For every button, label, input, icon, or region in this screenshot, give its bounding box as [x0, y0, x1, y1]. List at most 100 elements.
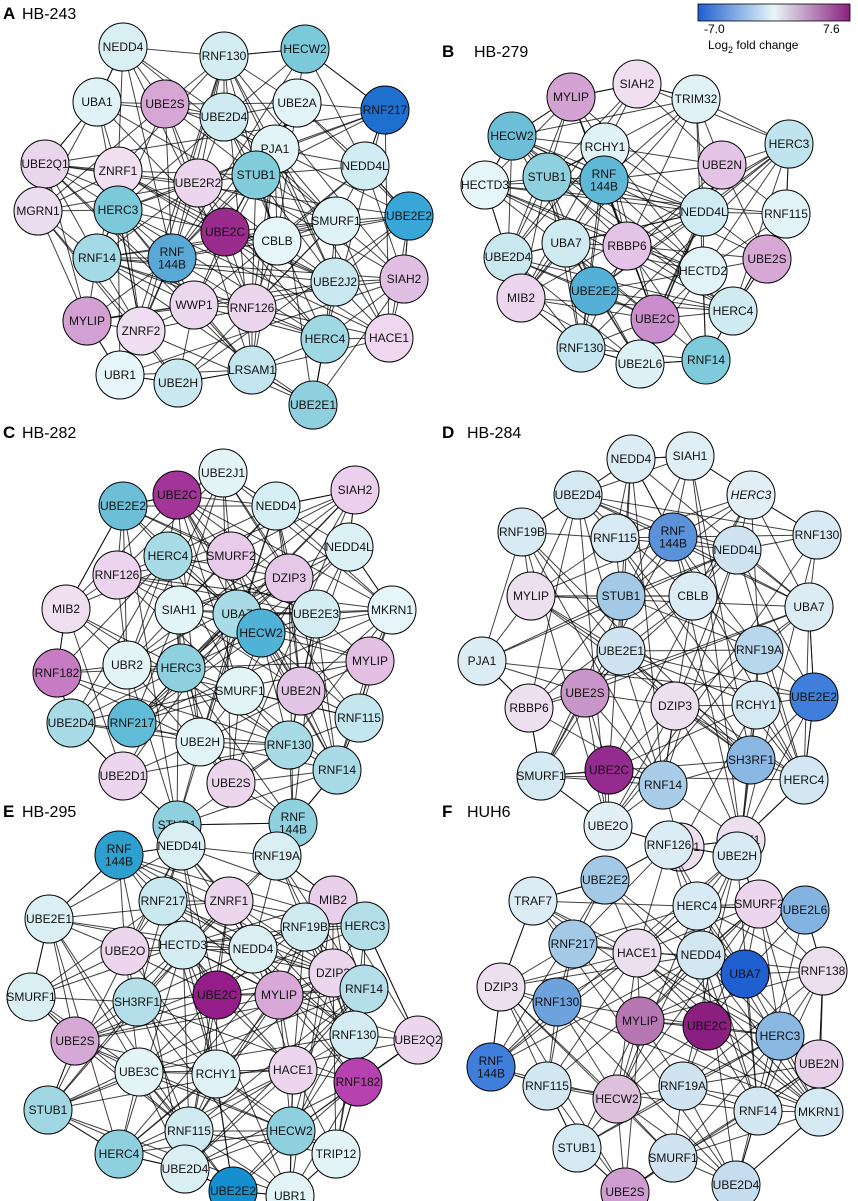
node-sh3rf1[interactable]: SH3RF1 — [726, 735, 776, 785]
node-rnf14[interactable]: RNF14 — [681, 335, 731, 385]
node-rnf126[interactable]: RNF126 — [644, 820, 694, 870]
node-ube2c[interactable]: UBE2C — [584, 745, 634, 795]
node-siah1[interactable]: SIAH1 — [665, 431, 715, 481]
node-stub1[interactable]: STUB1 — [231, 150, 281, 200]
node-ube2c[interactable]: UBE2C — [682, 1001, 732, 1051]
node-hectd3[interactable]: HECTD3 — [158, 920, 208, 970]
node-herc3[interactable]: HERC3 — [156, 643, 206, 693]
node-rnf14[interactable]: RNF14 — [72, 233, 122, 283]
node-herc4[interactable]: HERC4 — [672, 881, 722, 931]
node-trim32[interactable]: TRIM32 — [671, 74, 721, 124]
node-rnf-144b[interactable]: RNF 144B — [466, 1042, 516, 1092]
node-mkrn1[interactable]: MKRN1 — [794, 1087, 844, 1137]
node-stub1[interactable]: STUB1 — [522, 152, 572, 202]
node-ube2n[interactable]: UBE2N — [276, 666, 326, 716]
node-mylip[interactable]: MYLIP — [615, 996, 665, 1046]
node-ube2e1[interactable]: UBE2E1 — [596, 626, 646, 676]
node-mylip[interactable]: MYLIP — [254, 970, 304, 1020]
node-ubr1[interactable]: UBR1 — [95, 350, 145, 400]
node-smurf2[interactable]: SMURF2 — [734, 879, 784, 929]
node-rnf130[interactable]: RNF130 — [264, 720, 314, 770]
node-pja1[interactable]: PJA1 — [457, 636, 507, 686]
node-herc3[interactable]: HERC3 — [764, 119, 814, 169]
node-hecw2[interactable]: HECW2 — [266, 1106, 316, 1156]
node-ube2d4[interactable]: UBE2D4 — [553, 470, 603, 520]
node-hace1[interactable]: HACE1 — [612, 928, 662, 978]
node-ube2l6[interactable]: UBE2L6 — [615, 339, 665, 389]
node-ube2e2[interactable]: UBE2E2 — [580, 855, 630, 905]
node-hectd2[interactable]: HECTD2 — [678, 246, 728, 296]
node-rnf217[interactable]: RNF217 — [548, 919, 598, 969]
node-ube3c[interactable]: UBE3C — [114, 1047, 164, 1097]
node-siah2[interactable]: SIAH2 — [612, 59, 662, 109]
node-ube2n[interactable]: UBE2N — [794, 1039, 844, 1089]
node-ube2d4[interactable]: UBE2D4 — [160, 1144, 210, 1194]
node-rnf217[interactable]: RNF217 — [138, 876, 188, 926]
node-mkrn1[interactable]: MKRN1 — [367, 585, 417, 635]
node-rnf-144b[interactable]: RNF 144B — [147, 233, 197, 283]
node-nedd4[interactable]: NEDD4 — [228, 924, 278, 974]
node-herc3[interactable]: HERC3 — [726, 470, 776, 520]
node-ube2o[interactable]: UBE2O — [583, 801, 633, 851]
node-rnf19a[interactable]: RNF19A — [658, 1061, 708, 1111]
node-mylip[interactable]: MYLIP — [345, 636, 395, 686]
node-rnf217[interactable]: RNF217 — [107, 698, 157, 748]
node-rnf130[interactable]: RNF130 — [792, 510, 842, 560]
node-ube2e1[interactable]: UBE2E1 — [24, 894, 74, 944]
node-nedd4[interactable]: NEDD4 — [251, 481, 301, 531]
node-uba7[interactable]: UBA7 — [720, 949, 770, 999]
node-dzip3[interactable]: DZIP3 — [264, 553, 314, 603]
node-rnf130[interactable]: RNF130 — [532, 977, 582, 1027]
node-herc4[interactable]: HERC4 — [94, 1129, 144, 1179]
node-mgrn1[interactable]: MGRN1 — [13, 186, 63, 236]
node-siah2[interactable]: SIAH2 — [330, 465, 380, 515]
node-rnf19a[interactable]: RNF19A — [734, 625, 784, 675]
node-rnf19a[interactable]: RNF19A — [252, 831, 302, 881]
node-rnf14[interactable]: RNF14 — [312, 745, 362, 795]
node-ube2d4[interactable]: UBE2D4 — [46, 698, 96, 748]
node-ube2d4[interactable]: UBE2D4 — [711, 1160, 761, 1201]
node-uba7[interactable]: UBA7 — [541, 218, 591, 268]
node-rnf217[interactable]: RNF217 — [360, 85, 410, 135]
node-trip12[interactable]: TRIP12 — [311, 1129, 361, 1179]
node-hecw2[interactable]: HECW2 — [236, 608, 286, 658]
node-ube2e2[interactable]: UBE2E2 — [789, 672, 839, 722]
node-herc3[interactable]: HERC3 — [93, 185, 143, 235]
node-smurf1[interactable]: SMURF1 — [648, 1133, 698, 1183]
node-rchy1[interactable]: RCHY1 — [731, 680, 781, 730]
node-rnf130[interactable]: RNF130 — [199, 31, 249, 81]
node-hace1[interactable]: HACE1 — [268, 1045, 318, 1095]
node-siah1[interactable]: SIAH1 — [154, 585, 204, 635]
node-ube2s[interactable]: UBE2S — [560, 668, 610, 718]
node-ube2a[interactable]: UBE2A — [272, 78, 322, 128]
node-rnf14[interactable]: RNF14 — [638, 760, 688, 810]
node-dzip3[interactable]: DZIP3 — [650, 681, 700, 731]
node-rnf115[interactable]: RNF115 — [522, 1061, 572, 1111]
node-hecw2[interactable]: HECW2 — [487, 111, 537, 161]
node-siah2[interactable]: SIAH2 — [379, 254, 429, 304]
node-ubr1[interactable]: UBR1 — [265, 1171, 315, 1201]
node-stub1[interactable]: STUB1 — [596, 571, 646, 621]
node-smurf1[interactable]: SMURF1 — [215, 666, 265, 716]
node-ube2h[interactable]: UBE2H — [712, 831, 762, 881]
node-znrf1[interactable]: ZNRF1 — [93, 146, 143, 196]
node-ube2s[interactable]: UBE2S — [600, 1167, 650, 1201]
node-ube2e2[interactable]: UBE2E2 — [98, 481, 148, 531]
node-ube2s[interactable]: UBE2S — [742, 234, 792, 284]
node-smurf1[interactable]: SMURF1 — [516, 751, 566, 801]
node-stub1[interactable]: STUB1 — [23, 1085, 73, 1135]
node-rnf126[interactable]: RNF126 — [227, 283, 277, 333]
node-ube2e2[interactable]: UBE2E2 — [208, 1166, 258, 1201]
node-rnf126[interactable]: RNF126 — [92, 550, 142, 600]
node-ube2h[interactable]: UBE2H — [153, 358, 203, 408]
node-rnf14[interactable]: RNF14 — [339, 964, 389, 1014]
node-ube2e3[interactable]: UBE2E3 — [291, 589, 341, 639]
node-hecw2[interactable]: HECW2 — [592, 1074, 642, 1124]
node-rnf182[interactable]: RNF182 — [32, 648, 82, 698]
node-rnf-144b[interactable]: RNF 144B — [648, 512, 698, 562]
node-ube2c[interactable]: UBE2C — [200, 207, 250, 257]
node-nedd4[interactable]: NEDD4 — [606, 434, 656, 484]
node-herc4[interactable]: HERC4 — [300, 314, 350, 364]
node-znrf1[interactable]: ZNRF1 — [204, 876, 254, 926]
node-ube2s[interactable]: UBE2S — [140, 79, 190, 129]
